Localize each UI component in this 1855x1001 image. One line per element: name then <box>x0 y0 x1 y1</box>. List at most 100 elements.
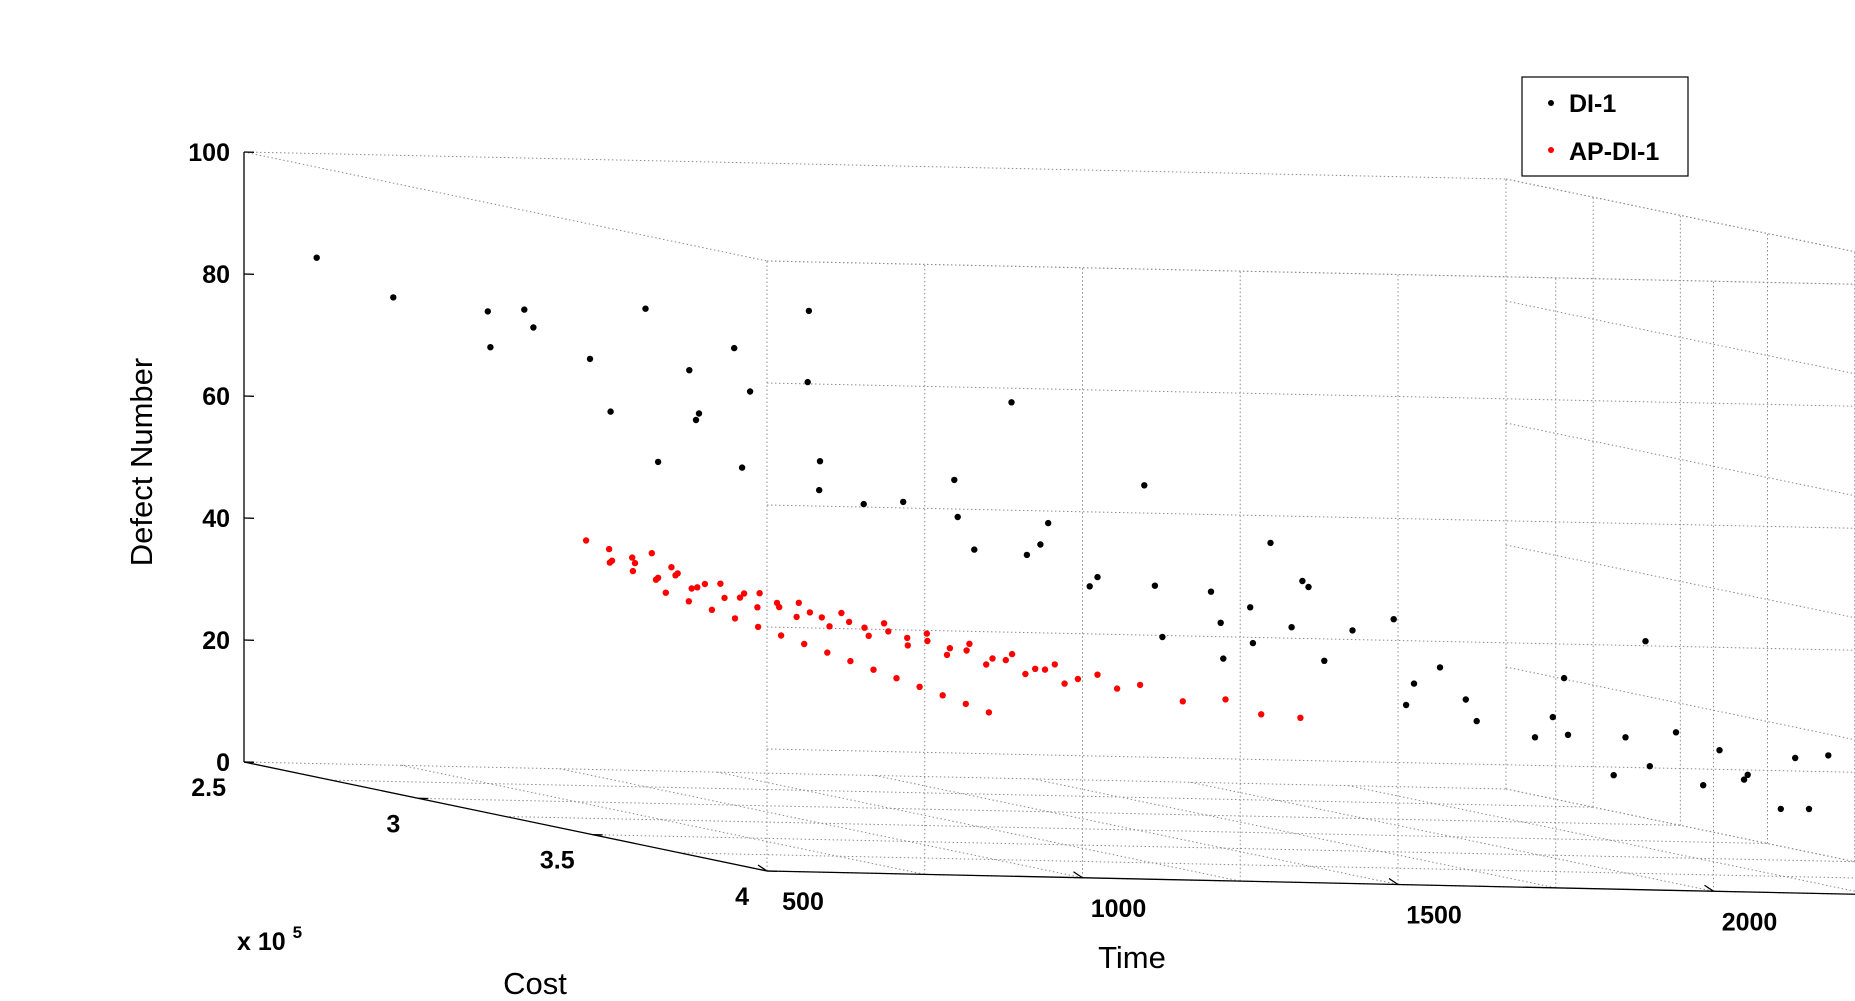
legend-box <box>1521 76 1689 177</box>
grid-line <box>1505 422 1855 497</box>
point-di-1 <box>746 388 754 395</box>
point-ap-di-1 <box>662 589 669 596</box>
grid-line <box>1505 788 1855 863</box>
point-di-1 <box>1549 713 1557 721</box>
x-axis-line <box>766 870 1855 895</box>
point-di-1 <box>1008 399 1015 406</box>
point-di-1 <box>1249 639 1257 647</box>
point-di-1 <box>1247 604 1254 611</box>
box-edge <box>1505 178 1855 253</box>
point-di-1 <box>1825 752 1832 759</box>
point-ap-di-1 <box>694 584 701 591</box>
point-ap-di-1 <box>756 590 763 597</box>
point-di-1 <box>484 308 491 315</box>
point-di-1 <box>586 355 594 363</box>
point-di-1 <box>642 305 649 312</box>
z-tick-label: 40 <box>202 505 230 533</box>
point-ap-di-1 <box>801 640 808 648</box>
point-di-1 <box>1560 674 1568 682</box>
point-di-1 <box>731 344 738 352</box>
point-ap-di-1 <box>776 603 783 611</box>
point-ap-di-1 <box>985 709 993 716</box>
point-di-1 <box>692 416 700 424</box>
x-tick-mark <box>1704 884 1714 892</box>
point-ap-di-1 <box>608 557 616 564</box>
z-tick-label: 0 <box>216 749 230 777</box>
legend-marker-ap-di-1 <box>1548 147 1554 153</box>
y-axis-multiplier: x 10 5 <box>237 923 302 956</box>
point-ap-di-1 <box>1022 670 1029 678</box>
point-ap-di-1 <box>1074 675 1082 683</box>
z-tick-label: 100 <box>188 139 230 167</box>
point-di-1 <box>390 294 397 301</box>
x-tick-mark <box>757 864 768 872</box>
point-di-1 <box>860 500 867 508</box>
point-ap-di-1 <box>708 606 716 613</box>
z-tick-label: 20 <box>202 627 230 655</box>
point-di-1 <box>1086 583 1093 590</box>
point-ap-di-1 <box>1113 685 1121 692</box>
point-ap-di-1 <box>966 640 973 647</box>
point-ap-di-1 <box>648 550 655 557</box>
point-di-1 <box>313 254 320 261</box>
point-di-1 <box>1402 701 1410 709</box>
point-ap-di-1 <box>1032 665 1039 672</box>
point-di-1 <box>1023 551 1031 559</box>
point-di-1 <box>1531 734 1539 741</box>
point-ap-di-1 <box>631 559 639 567</box>
point-di-1 <box>971 546 978 553</box>
point-di-1 <box>1217 619 1224 626</box>
y-tick-label: 2.5 <box>191 774 226 802</box>
axes-box <box>243 151 1855 895</box>
point-ap-di-1 <box>943 651 951 659</box>
point-di-1 <box>1390 616 1397 623</box>
point-di-1 <box>1349 627 1356 634</box>
x-axis-label: Time <box>1098 940 1166 975</box>
point-di-1 <box>1700 782 1707 789</box>
point-ap-di-1 <box>740 590 748 597</box>
grid-line <box>1505 300 1855 375</box>
point-di-1 <box>1622 734 1629 741</box>
point-ap-di-1 <box>861 624 868 631</box>
point-ap-di-1 <box>826 623 833 630</box>
point-di-1 <box>1299 577 1306 585</box>
point-ap-di-1 <box>904 642 911 649</box>
x-tick-mark <box>1388 877 1399 886</box>
point-ap-di-1 <box>1179 698 1187 705</box>
x-tick-label: 1000 <box>1091 895 1147 923</box>
point-ap-di-1 <box>629 554 636 561</box>
point-di-1 <box>738 464 746 471</box>
grid-line <box>766 748 1855 773</box>
point-ap-di-1 <box>1041 666 1049 673</box>
point-ap-di-1 <box>916 683 923 690</box>
point-ap-di-1 <box>685 598 692 605</box>
y-axis-label: Cost <box>503 966 567 1001</box>
grid-line <box>874 775 1399 885</box>
point-di-1 <box>1288 624 1295 631</box>
legend-entry-di-1: DI-1 <box>1569 90 1616 118</box>
point-ap-di-1 <box>731 615 739 622</box>
point-ap-di-1 <box>989 655 996 662</box>
box-edge <box>243 151 1507 180</box>
grid-line <box>1505 666 1855 741</box>
point-di-1 <box>686 367 693 374</box>
point-di-1 <box>954 513 961 521</box>
grid-line <box>1190 781 1714 892</box>
point-di-1 <box>816 486 823 494</box>
point-ap-di-1 <box>793 613 800 621</box>
point-ap-di-1 <box>824 649 831 656</box>
point-ap-di-1 <box>885 628 892 635</box>
point-ap-di-1 <box>865 632 872 639</box>
point-ap-di-1 <box>668 564 675 571</box>
grid-line <box>766 504 1855 529</box>
grid-line <box>1505 544 1855 619</box>
point-di-1 <box>1220 655 1227 662</box>
point-ap-di-1 <box>1008 650 1016 658</box>
point-di-1 <box>1777 805 1785 813</box>
point-di-1 <box>1642 638 1649 645</box>
point-di-1 <box>1740 776 1748 783</box>
point-ap-di-1 <box>1002 656 1009 664</box>
x-tick-mark <box>1073 871 1083 879</box>
